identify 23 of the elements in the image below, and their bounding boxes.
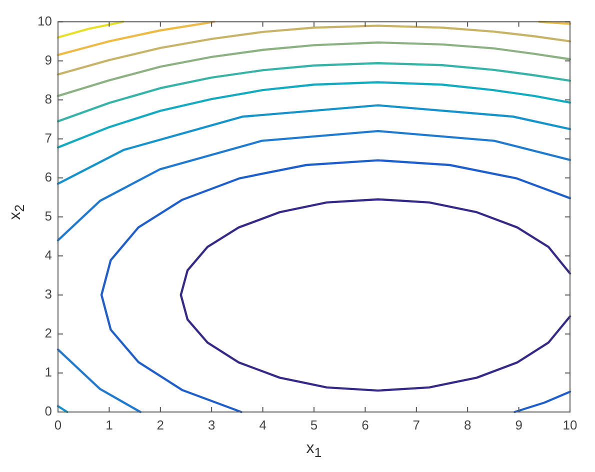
x-tick-label: 2 [156,417,164,432]
y-tick-label: 10 [38,13,52,28]
y-tick-label: 7 [44,130,52,146]
y-tick-label: 3 [44,286,52,302]
x-axis-title: x$_{1}$ [305,440,323,460]
x-tick-label: 10 [562,417,578,432]
x-tick-label: 4 [259,417,266,432]
x-tick-label: 9 [515,417,522,432]
x-tick-label: 6 [362,417,369,432]
x-tick-label: 7 [412,417,420,432]
x-tick-label: 8 [464,417,472,432]
y-tick-label: 9 [44,52,52,68]
x-tick-label: 0 [54,417,62,432]
x-tick-label: 5 [310,417,318,432]
y-tick-label: 8 [44,91,52,106]
y-tick-label: 1 [44,364,52,380]
y-tick-label: 4 [44,248,52,262]
y-tick-label: 6 [44,169,52,184]
y-tick-label: 2 [44,326,52,341]
x-tick-label: 3 [208,417,216,432]
y-tick-label: 5 [44,208,52,224]
x-tick-label: 1 [106,417,113,432]
y-tick-label: 0 [44,404,52,419]
